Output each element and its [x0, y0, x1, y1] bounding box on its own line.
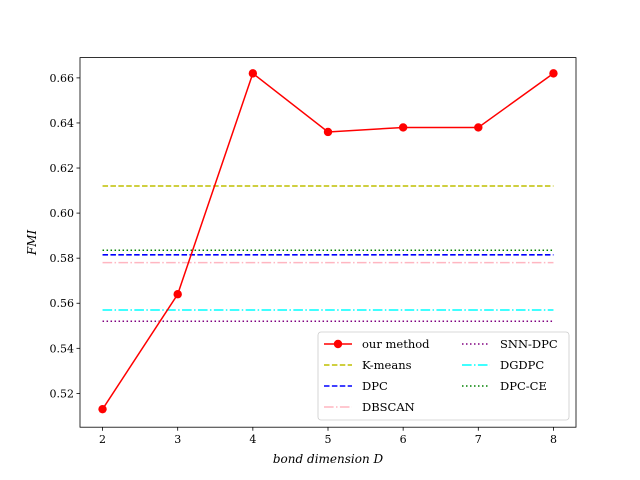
x-axis-label: bond dimension D	[273, 452, 384, 466]
x-tick-label: 4	[249, 433, 256, 446]
x-tick-label: 5	[325, 433, 332, 446]
y-tick-label: 0.60	[50, 207, 75, 220]
y-tick-label: 0.56	[50, 297, 75, 310]
y-tick-label: 0.58	[50, 252, 75, 265]
legend-label: DGDPC	[500, 358, 544, 372]
x-tick-label: 6	[400, 433, 407, 446]
legend-marker	[333, 339, 343, 349]
x-axis-ticks: 2 3 4 5 6 7 8	[99, 427, 557, 446]
data-point-our-method	[323, 127, 333, 137]
y-tick-label: 0.66	[50, 72, 75, 85]
x-tick-label: 8	[550, 433, 557, 446]
legend-label: SNN-DPC	[500, 337, 558, 351]
legend-label: K-means	[362, 358, 412, 372]
y-axis-ticks: 0.52 0.54 0.56 0.58 0.60 0.62 0.64 0.66	[50, 72, 80, 400]
x-tick-label: 2	[99, 433, 106, 446]
data-point-our-method	[173, 290, 182, 299]
legend: our method K-means DPC DBSCAN SNN-DPC DGDPC DP…	[317, 331, 570, 421]
y-tick-label: 0.54	[50, 342, 75, 355]
legend-label: DPC-CE	[500, 379, 547, 393]
legend-label: our method	[362, 337, 430, 351]
data-point-our-method	[549, 69, 558, 78]
legend-label: DPC	[362, 379, 388, 393]
plot-markers	[98, 69, 558, 414]
data-point-our-method	[248, 69, 258, 78]
data-point-our-method	[98, 404, 107, 414]
y-tick-label: 0.52	[50, 387, 75, 400]
data-point-our-method	[398, 123, 408, 132]
y-tick-label: 0.62	[50, 162, 75, 175]
y-tick-label: 0.64	[50, 117, 75, 130]
y-axis-label: FMI	[25, 229, 39, 256]
x-tick-label: 7	[475, 433, 482, 446]
legend-label: DBSCAN	[362, 400, 415, 414]
legend-box	[317, 331, 570, 421]
x-tick-label: 3	[174, 433, 181, 446]
data-point-our-method	[474, 123, 483, 132]
